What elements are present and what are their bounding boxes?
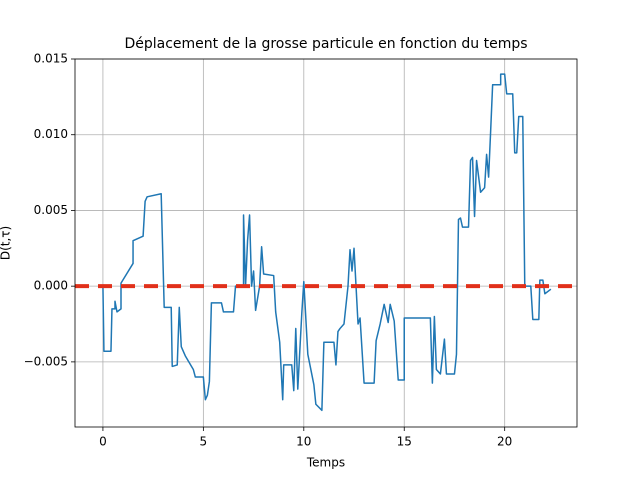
x-tick-label: 20 (497, 435, 512, 449)
chart-title: Déplacement de la grosse particule en fo… (124, 36, 527, 52)
x-tick-label: 0 (99, 435, 107, 449)
plot-frame (74, 58, 578, 428)
x-axis-label: Temps (306, 456, 345, 470)
y-tick-label: 0.010 (34, 127, 68, 141)
y-tick-label: 0.005 (34, 203, 68, 217)
y-axis-label: D(t,τ) (0, 226, 13, 260)
data-line (102, 73, 552, 412)
y-tick-label: 0.000 (34, 279, 68, 293)
y-tick-label: 0.015 (34, 52, 68, 66)
y-tick-label: −0.005 (24, 354, 68, 368)
x-tick-label: 5 (200, 435, 208, 449)
x-tick-label: 15 (397, 435, 412, 449)
x-tick-label: 10 (296, 435, 311, 449)
